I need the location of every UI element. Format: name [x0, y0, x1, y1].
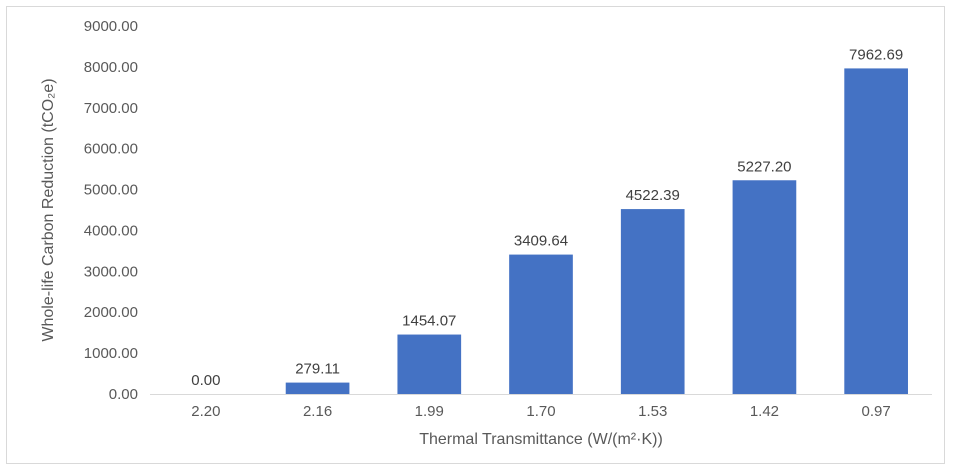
- data-label: 279.11: [295, 361, 340, 378]
- y-tick-label: 7000.00: [84, 100, 138, 117]
- y-tick-label: 8000.00: [84, 59, 138, 76]
- y-tick-label: 9000.00: [84, 18, 138, 35]
- data-label: 1454.07: [402, 313, 456, 330]
- bar: [285, 382, 350, 394]
- data-label: 7962.69: [849, 46, 903, 63]
- x-axis-title: Thermal Transmittance (W/(m²·K)): [419, 431, 663, 448]
- bar: [620, 209, 685, 394]
- y-tick-label: 5000.00: [84, 182, 138, 199]
- data-label: 5227.20: [737, 158, 791, 175]
- bar: [397, 334, 462, 394]
- y-tick-label: 6000.00: [84, 141, 138, 158]
- y-tick-label: 0.00: [109, 386, 138, 403]
- y-tick-label: 3000.00: [84, 263, 138, 280]
- x-tick-label: 1.42: [750, 403, 779, 420]
- y-tick-label: 2000.00: [84, 304, 138, 321]
- data-labels: 0.00 279.11 1454.07 3409.64 4522.39 5227.20 79…: [191, 46, 903, 389]
- y-axis-title: Whole-life Carbon Reduction (tCO₂e): [40, 78, 57, 341]
- x-tick-label: 1.99: [415, 403, 444, 420]
- bars: [285, 68, 908, 394]
- data-label: 0.00: [191, 372, 220, 389]
- bar: [509, 254, 573, 394]
- x-axis-ticks: 2.20 2.16 1.99 1.70 1.53 1.42 0.97: [191, 403, 890, 420]
- y-axis-ticks: 0.00 1000.00 2000.00 3000.00 4000.00 5000.00 6…: [84, 18, 138, 403]
- y-tick-label: 4000.00: [84, 222, 138, 239]
- data-label: 4522.39: [626, 187, 680, 204]
- x-tick-label: 2.16: [303, 403, 332, 420]
- x-tick-label: 2.20: [191, 403, 220, 420]
- x-tick-label: 1.70: [526, 403, 555, 420]
- x-tick-label: 1.53: [638, 403, 667, 420]
- x-tick-label: 0.97: [862, 403, 891, 420]
- y-tick-label: 1000.00: [84, 345, 138, 362]
- bar: [732, 180, 797, 394]
- data-label: 3409.64: [514, 233, 568, 250]
- bar: [844, 68, 908, 394]
